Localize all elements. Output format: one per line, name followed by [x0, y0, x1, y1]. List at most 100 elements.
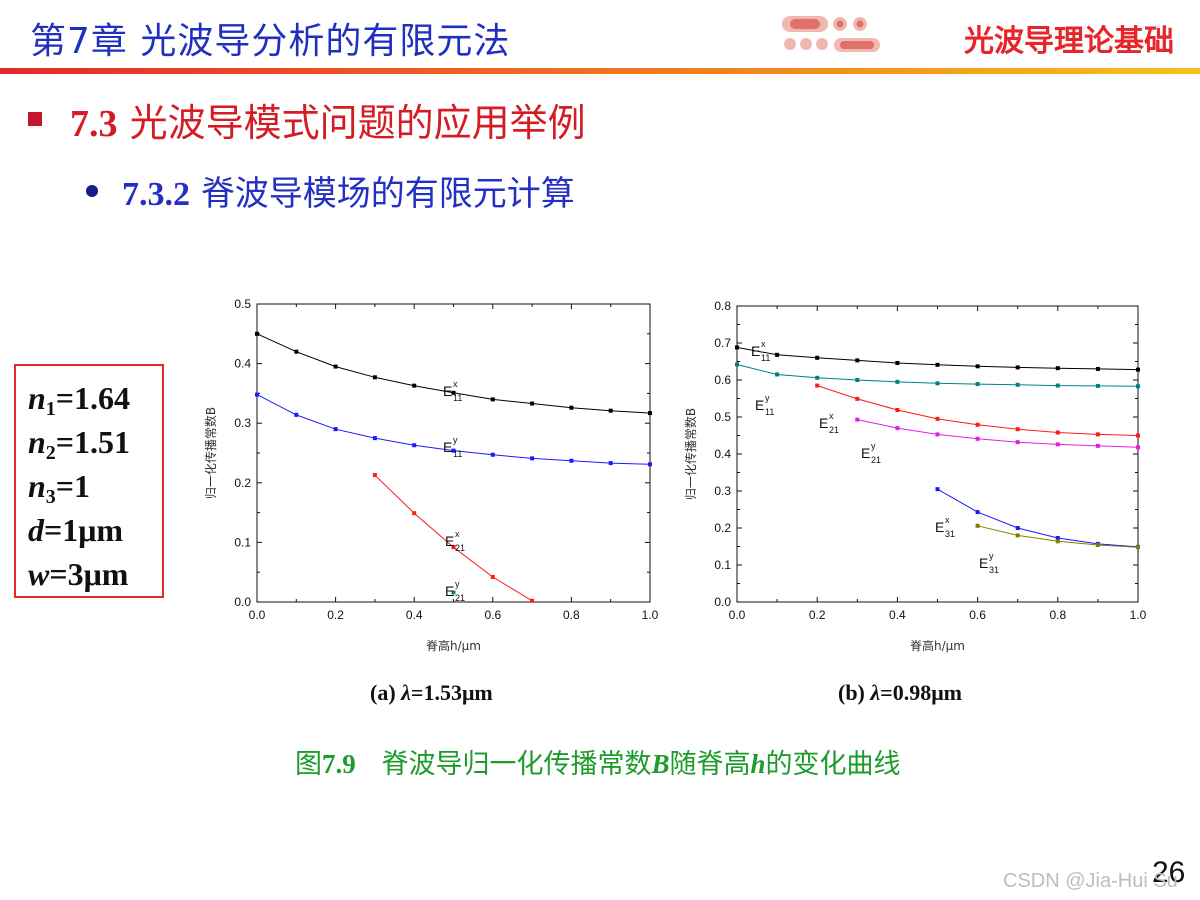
param-n3: n3=1	[28, 464, 162, 508]
series-label-base: E	[819, 415, 828, 431]
data-point	[1055, 383, 1060, 388]
data-point	[372, 473, 377, 478]
data-point	[608, 461, 613, 466]
series-label-base: E	[445, 583, 454, 599]
x-tick-label: 0.0	[729, 608, 746, 622]
data-point	[1055, 366, 1060, 371]
caption-a-prefix: (a)	[370, 680, 402, 705]
param-value: =1	[55, 468, 91, 504]
series-label-sup: x	[761, 339, 766, 349]
y-tick-label: 0.6	[714, 373, 731, 387]
fig-caption-prefix: 图	[295, 749, 322, 780]
data-point	[1015, 382, 1020, 387]
parameter-box: n1=1.64 n2=1.51 n3=1 d=1μm w=3μm	[14, 364, 164, 598]
data-point	[1055, 535, 1060, 540]
param-d: d=1μm	[28, 508, 162, 552]
chart-a: 0.0 0.2 0.4 0.6 0.8 1.0 0.0 0.1 0.2 0.3 0.4 0.5 脊高h/…	[203, 297, 659, 653]
subsection-title: 脊波导模场的有限元计算	[200, 174, 575, 214]
data-point	[648, 411, 652, 416]
data-point	[608, 408, 613, 413]
data-point	[975, 382, 980, 387]
data-point	[735, 345, 739, 350]
data-point	[1055, 442, 1060, 447]
series-line	[937, 488, 1139, 548]
data-point	[412, 443, 417, 448]
waveguide-logo	[782, 16, 880, 52]
y-tick-label: 0.5	[234, 297, 251, 311]
x-tick-label: 0.8	[1049, 608, 1066, 622]
fig-caption-text-3: 的变化曲线	[765, 749, 901, 780]
data-point	[1136, 367, 1140, 372]
x-tick-label: 0.2	[327, 608, 344, 622]
caption-a-lambda: λ	[401, 680, 411, 705]
watermark: CSDN @Jia-Hui Su	[1003, 870, 1178, 892]
param-symbol: d	[28, 512, 44, 548]
data-point	[372, 375, 377, 380]
data-point	[855, 396, 860, 401]
series-label-base: E	[755, 397, 764, 413]
data-point	[372, 436, 377, 441]
data-point	[412, 511, 417, 516]
y-tick-label: 0.3	[234, 416, 251, 430]
data-point	[490, 574, 495, 579]
series-label-sub: 11	[761, 353, 770, 363]
x-tick-label: 0.4	[889, 608, 906, 622]
page-number: 26	[1152, 856, 1186, 889]
data-point	[569, 405, 574, 410]
series-label-sub: 31	[945, 529, 955, 539]
plot-area: 0.0 0.2 0.4 0.6 0.8 1.0 0.0 0.1 0.2 0.3 0.4 0.5 脊高h/…	[203, 297, 659, 653]
subsection-bullet	[86, 185, 98, 197]
series-label-sub: 21	[455, 593, 465, 603]
data-point	[451, 390, 456, 395]
x-axis-label: 脊高h/μm	[910, 638, 965, 653]
data-point	[530, 401, 535, 406]
data-point	[735, 362, 739, 367]
y-tick-label: 0.3	[714, 484, 731, 498]
data-point	[975, 436, 980, 441]
y-tick-label: 0.2	[714, 521, 731, 535]
data-point	[490, 397, 495, 402]
y-tick-label: 0.1	[234, 535, 251, 549]
data-point	[775, 372, 780, 377]
series-label-sup: y	[455, 579, 460, 589]
data-point	[1015, 427, 1020, 432]
data-point	[815, 375, 820, 380]
data-point	[1095, 366, 1100, 371]
data-point	[975, 364, 980, 369]
y-tick-label: 0.4	[234, 357, 251, 371]
data-point	[975, 422, 980, 427]
series-label-sub: 31	[989, 565, 999, 575]
data-point	[855, 358, 860, 363]
section-heading: 7.3 光波导模式问题的应用举例	[70, 92, 586, 147]
x-tick-label: 0.2	[809, 608, 826, 622]
data-point	[1015, 440, 1020, 445]
param-symbol: n	[28, 424, 46, 460]
data-point	[530, 456, 535, 461]
series-label-base: E	[979, 555, 988, 571]
y-tick-label: 0.4	[714, 447, 731, 461]
series-label-sub: 21	[829, 425, 839, 435]
data-point	[935, 416, 940, 421]
data-point	[855, 417, 860, 422]
fig-caption-h: h	[750, 749, 766, 779]
plot-area: 0.0 0.2 0.4 0.6 0.8 1.0 0.0 0.1 0.2 0.3 0.4 0.5 0.6 0…	[683, 299, 1147, 653]
data-point	[975, 510, 980, 515]
x-tick-label: 1.0	[1130, 608, 1147, 622]
fig-caption-number: 7.9	[322, 749, 356, 779]
data-point	[895, 360, 900, 365]
data-point	[935, 487, 940, 492]
section-bullet	[28, 112, 42, 126]
data-point	[333, 427, 338, 432]
caption-a: (a) λ=1.53μm	[370, 680, 493, 706]
data-point	[451, 590, 456, 595]
data-point	[255, 392, 259, 397]
data-point	[935, 432, 940, 437]
series-line	[817, 385, 1139, 436]
data-point	[1055, 430, 1060, 435]
data-point	[1095, 543, 1100, 548]
series-label-base: E	[751, 343, 760, 359]
